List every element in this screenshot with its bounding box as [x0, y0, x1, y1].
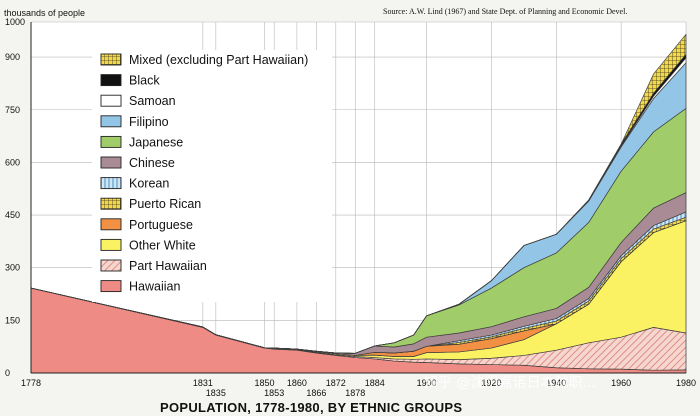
legend-swatch-portuguese [100, 218, 122, 231]
watermark: 知乎 @沈阳嘉诺日本就职... [424, 374, 596, 391]
legend-box [92, 50, 332, 302]
y-tick-label: 750 [5, 105, 20, 115]
chart-title: POPULATION, 1778-1980, BY ETHNIC GROUPS [160, 400, 462, 415]
legend-swatch-hawaiian [100, 280, 122, 293]
x-tick-label: 1900 [417, 378, 437, 388]
legend-label-portuguese: Portuguese [129, 218, 193, 232]
legend-swatch-samoan [100, 94, 122, 107]
x-tick-label: 1980 [676, 378, 696, 388]
legend-label-mixed-excluding-part-hawaiian: Mixed (excluding Part Hawaiian) [129, 53, 308, 67]
x-tick-label: 1835 [206, 388, 226, 398]
legend-label-other-white: Other White [129, 238, 196, 252]
x-tick-label: 1831 [193, 378, 213, 388]
y-tick-label: 900 [5, 52, 20, 62]
legend-label-filipino: Filipino [129, 115, 169, 129]
x-tick-label: 1778 [21, 378, 41, 388]
x-tick-label: 1920 [481, 378, 501, 388]
x-tick-label: 1884 [365, 378, 385, 388]
y-tick-label: 600 [5, 157, 20, 167]
y-tick-label: 150 [5, 315, 20, 325]
legend-label-korean: Korean [129, 177, 169, 191]
x-tick-label: 1872 [326, 378, 346, 388]
legend-label-part-hawaiian: Part Hawaiian [129, 259, 207, 273]
y-tick-label: 1000 [5, 17, 25, 27]
area-layer [30, 33, 687, 374]
legend-swatch-black [100, 74, 122, 87]
legend-swatch-filipino [100, 115, 122, 128]
x-tick-label: 1866 [306, 388, 326, 398]
legend-swatch-other-white [100, 238, 122, 251]
legend-swatch-mixed-excluding-part-hawaiian [100, 53, 122, 66]
legend-label-puerto-rican: Puerto Rican [129, 197, 201, 211]
x-tick-label: 1878 [345, 388, 365, 398]
y-axis-label: thousands of people [4, 8, 85, 18]
source-note: Source: A.W. Lind (1967) and State Dept.… [383, 7, 627, 16]
x-tick-label: 1960 [611, 378, 631, 388]
legend-swatch-puerto-rican [100, 197, 122, 210]
x-tick-label: 1853 [264, 388, 284, 398]
x-tick-label: 1860 [287, 378, 307, 388]
legend-swatch-korean [100, 177, 122, 190]
legend-swatch-chinese [100, 156, 122, 169]
legend-label-black: Black [129, 74, 160, 88]
legend-label-samoan: Samoan [129, 94, 176, 108]
legend-label-chinese: Chinese [129, 156, 175, 170]
legend: Mixed (excluding Part Hawaiian) Black Samo… [92, 50, 332, 302]
x-tick-label: 1850 [254, 378, 274, 388]
legend-swatch-part-hawaiian [100, 259, 122, 272]
y-tick-label: 450 [5, 210, 20, 220]
legend-swatch-japanese [100, 135, 122, 148]
area-mixed-excluding-part-hawaiian [30, 33, 687, 354]
y-tick-label: 0 [5, 368, 10, 378]
x-tick-label: 1940 [546, 378, 566, 388]
y-tick-label: 300 [5, 263, 20, 273]
legend-label-japanese: Japanese [129, 135, 183, 149]
legend-label-hawaiian: Hawaiian [129, 280, 180, 294]
